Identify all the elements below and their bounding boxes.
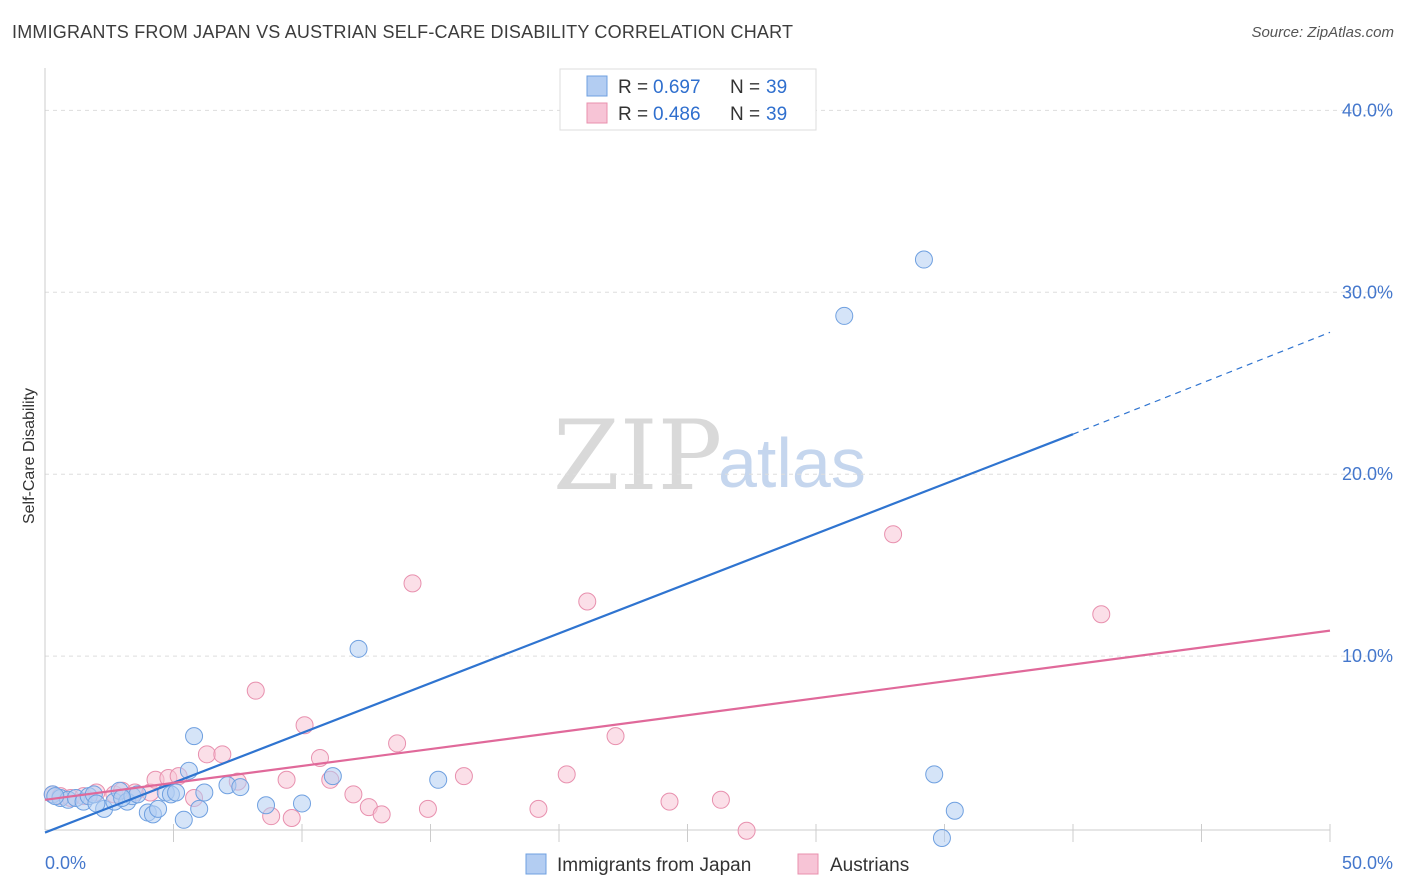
chart-title: IMMIGRANTS FROM JAPAN VS AUSTRIAN SELF-C… [12, 22, 794, 42]
japan-point [149, 799, 168, 818]
legend-r-label-japan: R = [618, 77, 648, 98]
japan-point [349, 639, 368, 658]
y-tick-label: 10.0% [1342, 646, 1393, 666]
x-tick-label: 0.0% [45, 853, 86, 873]
y-tick-labels: 10.0% 20.0% 30.0% 40.0% [1342, 100, 1393, 666]
austrians-point [711, 790, 730, 809]
austrians-point [1092, 605, 1111, 624]
gridlines [45, 109, 1390, 657]
austrians-point [660, 792, 679, 811]
legend-r-label-austrians: R = [618, 104, 648, 125]
legend-n-label-japan: N = [730, 77, 760, 98]
austrians-point [606, 727, 625, 746]
japan-point [185, 727, 204, 746]
austrians-point [246, 681, 265, 700]
bottom-legend: Immigrants from Japan Austrians [525, 853, 909, 876]
y-tick-label: 30.0% [1342, 282, 1393, 302]
japan-point [914, 250, 933, 269]
bottom-legend-label-austrians: Austrians [830, 855, 909, 876]
japan-point [195, 783, 214, 802]
watermark-atlas: atlas [718, 424, 866, 502]
japan-point [167, 783, 186, 802]
austrians-point [344, 785, 363, 804]
bottom-legend-swatch-austrians [797, 853, 819, 875]
austrians-point [578, 592, 597, 611]
legend-r-value-austrians: 0.486 [653, 104, 701, 125]
japan-point [323, 767, 342, 786]
legend-r-value-japan: 0.697 [653, 77, 701, 98]
austrians-point [388, 734, 407, 753]
y-tick-label: 40.0% [1342, 100, 1393, 120]
x-tick-label: 50.0% [1342, 853, 1393, 873]
japan-point [932, 829, 951, 847]
japan-point [174, 810, 193, 829]
bottom-legend-label-japan: Immigrants from Japan [557, 855, 751, 876]
bottom-legend-swatch-japan [525, 853, 547, 875]
austrians-point [737, 821, 756, 840]
legend-n-label-austrians: N = [730, 104, 760, 125]
legend-n-value-austrians: 39 [766, 104, 787, 125]
austrians-point [213, 745, 232, 764]
series-japan-points [43, 250, 964, 847]
legend-n-value-japan: 39 [766, 77, 787, 98]
japan-point [231, 778, 250, 797]
japan-point [293, 794, 311, 813]
austrians-point [884, 525, 903, 544]
watermark-zip: ZIP [553, 400, 722, 512]
japan-trendline [44, 433, 1074, 834]
trendlines [44, 331, 1331, 834]
japan-point [46, 787, 65, 806]
x-tick-labels: 0.0% 50.0% [45, 824, 1393, 873]
austrians-point [529, 799, 548, 818]
y-tick-label: 20.0% [1342, 464, 1393, 484]
japan-point [257, 796, 276, 815]
japan-point [835, 306, 854, 325]
austrians-point [282, 808, 301, 827]
austrians-trendline [44, 629, 1331, 801]
japan-point [190, 799, 209, 818]
japan-point [429, 770, 448, 789]
austrians-point [277, 770, 296, 789]
austrians-point [372, 805, 391, 824]
japan-point [945, 801, 964, 820]
watermark: ZIP atlas [553, 400, 866, 512]
chart-source: Source: ZipAtlas.com [1251, 24, 1394, 41]
y-axis-label: Self-Care Disability [21, 388, 38, 524]
japan-trendline-extension [1072, 331, 1331, 435]
austrians-point [418, 799, 437, 818]
austrians-point [454, 767, 473, 786]
legend-swatch-japan [586, 75, 608, 97]
japan-point [925, 765, 944, 784]
austrians-point [403, 574, 422, 593]
legend: R = 0.697 N = 39 R = 0.486 N = 39 [559, 68, 817, 131]
legend-swatch-austrians [586, 102, 608, 124]
austrians-point [557, 765, 576, 784]
austrians-point [197, 745, 216, 764]
